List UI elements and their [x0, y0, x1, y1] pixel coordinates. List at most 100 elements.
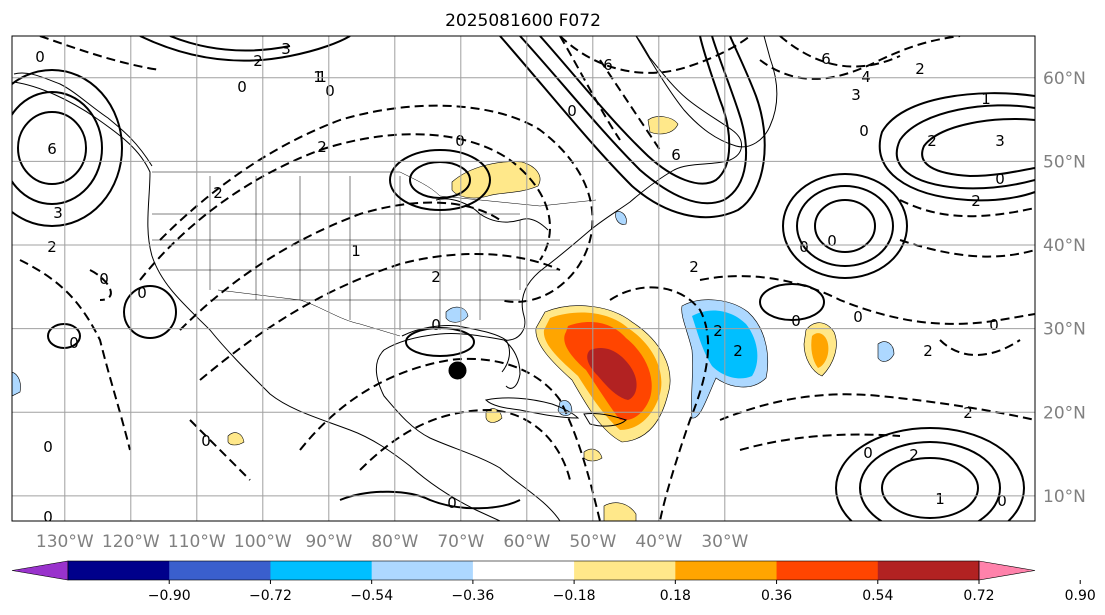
- contour-dashed-16: [19, 259, 131, 451]
- contour-high-ne-canada: [409, 161, 471, 199]
- lon-tick-label: 60°W: [503, 532, 550, 552]
- state-border-layer: [152, 171, 597, 337]
- contour-label: 2: [927, 132, 937, 150]
- colorbar-segment: [776, 561, 879, 580]
- lon-tick-label: 110°W: [168, 532, 226, 552]
- contour-dashed-6: [359, 408, 571, 481]
- contour-dashed-11: [759, 36, 961, 80]
- north-america-east-coast: [376, 36, 742, 521]
- contour-label: 6: [821, 50, 831, 68]
- contour-label: 0: [237, 78, 247, 96]
- contour-dashed-20: [939, 339, 1021, 356]
- colorbar-segment: [675, 561, 778, 580]
- contour-label: 0: [827, 232, 837, 250]
- contour-label: 0: [799, 238, 809, 256]
- contour-label: 0: [863, 444, 873, 462]
- contour-label: 1: [351, 242, 361, 260]
- contour-dashed-15: [39, 36, 161, 71]
- anomaly-patch-north: [647, 116, 679, 135]
- contour-high-nw-3: [12, 69, 123, 227]
- contour-label: 6: [671, 146, 681, 164]
- colorbar-tick-label: −0.90: [148, 588, 191, 604]
- anomaly-patch-west: [227, 432, 245, 446]
- lat-tick-label: 10°N: [1043, 487, 1086, 507]
- contour-dashed-4: [199, 253, 561, 381]
- greenland-coast: [635, 36, 778, 148]
- contour-high-atl: [814, 199, 876, 253]
- lon-tick-label: 30°W: [701, 532, 748, 552]
- contour-label: 2: [915, 60, 925, 78]
- contour-dashed-21: [189, 419, 251, 481]
- contour-dashed-14: [899, 239, 1035, 258]
- colorbar-tick-label: 0.72: [963, 588, 994, 604]
- contour-label: 0: [997, 492, 1007, 510]
- colorbar-segment: [574, 561, 676, 580]
- contour-label: 2: [713, 322, 723, 340]
- contour-solid-layer: [12, 36, 1035, 521]
- anomaly-patch-ne2: [615, 211, 627, 225]
- colorbar-tick-label: 0.36: [761, 588, 792, 604]
- map-frame: [11, 35, 1036, 522]
- contour-high-nw-2: [12, 91, 103, 205]
- colorbar: −0.90 −0.72 −0.54 −0.36 −0.18 0.18 0.36 0.54 0.7…: [11, 560, 1096, 604]
- shading-layer: [12, 116, 895, 521]
- hispaniola: [583, 413, 627, 427]
- lon-axis-labels: 130°W 120°W 110°W 100°W 90°W 80°W 70°W 60°W 50°W…: [36, 532, 749, 552]
- contour-label: 2: [923, 342, 933, 360]
- contour-high-atl-3: [782, 173, 908, 279]
- anomaly-patch-south: [603, 502, 637, 521]
- contour-label: 2: [733, 342, 743, 360]
- anomaly-patch-ne: [451, 161, 541, 199]
- contour-se-high-2: [859, 441, 1001, 521]
- lon-tick-label: 100°W: [234, 532, 292, 552]
- contour-label: 0: [137, 284, 147, 302]
- contour-dashed-12: [779, 36, 901, 68]
- figure-title: 2025081600 F072: [445, 11, 601, 31]
- contour-se-high-3: [835, 427, 1025, 521]
- contour-label: 0: [325, 82, 335, 100]
- contour-dashed-10: [739, 433, 901, 451]
- contour-dashed-22: [559, 36, 751, 74]
- contour-label: 0: [43, 438, 53, 456]
- map-background: [12, 36, 1035, 521]
- contour-label: 2: [253, 52, 263, 70]
- contour-north-small-2: [169, 36, 291, 52]
- colorbar-segment: [371, 561, 474, 580]
- contour-greenland-2: [539, 36, 731, 185]
- contour-label: 1: [935, 490, 945, 508]
- contour-dashed-19: [559, 36, 621, 141]
- contour-label: 0: [447, 494, 457, 512]
- state-lines-1: [209, 176, 521, 330]
- colorbar-segment: [169, 561, 271, 580]
- contour-label: 1: [317, 68, 327, 86]
- contour-label: 1: [981, 90, 991, 108]
- contour-label: 0: [431, 316, 441, 334]
- colorbar-frame: [67, 560, 980, 581]
- contour-label: 0: [853, 308, 863, 326]
- gridlines: [12, 36, 1035, 521]
- contour-label: 0: [455, 132, 465, 150]
- contour-high-ne-canada-2: [389, 149, 491, 211]
- anomaly-patch-east-1b: [811, 333, 829, 368]
- contour-label: 2: [47, 238, 57, 256]
- colorbar-tick-label: −0.54: [350, 588, 393, 604]
- alaska-coast: [13, 72, 153, 167]
- contour-label: 2: [971, 192, 981, 210]
- florida: [503, 339, 521, 389]
- lon-tick-label: 130°W: [36, 532, 94, 552]
- cuba: [484, 397, 580, 419]
- colorbar-segment: [877, 561, 980, 580]
- contour-label: 6: [603, 56, 613, 74]
- us-mexico-border: [217, 289, 401, 337]
- lon-tick-label: 40°W: [635, 532, 682, 552]
- storm-center-marker: [448, 361, 467, 380]
- colorbar-segment: [270, 561, 373, 580]
- contour-dashed-8: [699, 275, 1035, 325]
- contour-greenland-3: [499, 36, 766, 219]
- contour-label: 4: [861, 68, 871, 86]
- contour-labels: 0 3 6 0 2 1 0 3 6 0 2 1 0 2 0 6 4 2 3 6 …: [35, 40, 1007, 521]
- lat-axis-labels: 10°N 20°N 30°N 40°N 50°N 60°N: [1043, 69, 1086, 507]
- state-lines-2: [152, 213, 560, 301]
- contour-high-nw: [17, 111, 87, 185]
